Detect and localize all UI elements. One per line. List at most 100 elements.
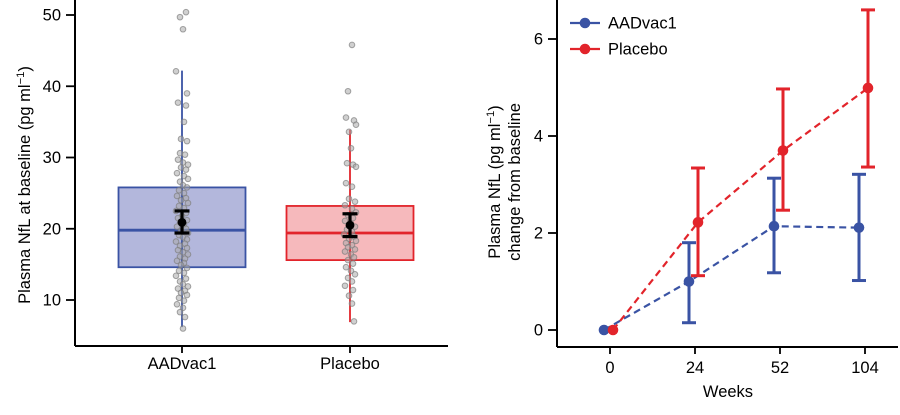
- y-tick-label: 2: [534, 225, 543, 243]
- scatter-point: [342, 263, 350, 271]
- scatter-point: [173, 257, 181, 265]
- scatter-point: [174, 156, 182, 163]
- x-tick-label: 24: [686, 359, 704, 377]
- scatter-point: [180, 297, 188, 305]
- scatter-point: [176, 13, 184, 21]
- scatter-point: [175, 294, 183, 302]
- scatter-point: [349, 260, 357, 267]
- x-tick-label: 52: [771, 359, 789, 377]
- legend-marker-aadvac1: [579, 17, 591, 29]
- scatter-point: [352, 121, 360, 129]
- scatter-point: [174, 99, 182, 106]
- scatter-point: [183, 90, 191, 97]
- scatter-point: [172, 272, 180, 280]
- scatter-point: [176, 308, 184, 316]
- scatter-point: [182, 102, 190, 109]
- data-point-placebo: [692, 217, 704, 228]
- scatter-point: [184, 175, 192, 183]
- scatter-point: [341, 201, 349, 209]
- scatter-point: [342, 114, 350, 121]
- series-line-aadvac1: [603, 225, 860, 331]
- scatter-point: [180, 269, 188, 277]
- scatter-point: [179, 325, 187, 332]
- scatter-point: [173, 192, 181, 200]
- y-tick-label: 40: [43, 78, 61, 96]
- data-point-placebo: [777, 145, 789, 156]
- data-point-aadvac1: [853, 222, 865, 233]
- scatter-point: [345, 128, 353, 136]
- scatter-point: [177, 196, 185, 204]
- scatter-point: [175, 186, 183, 194]
- scatter-point: [347, 144, 355, 152]
- x-axis-label: Weeks: [703, 383, 753, 401]
- scatter-point: [179, 25, 187, 33]
- data-point-aadvac1: [598, 324, 610, 336]
- scatter-point: [183, 291, 191, 299]
- y-tick-label: 50: [43, 7, 61, 25]
- scatter-point: [183, 184, 191, 191]
- y-axis-label: Plasma NfL at baseline (pg ml−1): [15, 66, 34, 304]
- scatter-point: [344, 87, 352, 95]
- x-category-label: AADvac1: [148, 355, 217, 373]
- scatter-point: [177, 135, 185, 143]
- scatter-point: [345, 195, 353, 203]
- scatter-point: [348, 41, 356, 49]
- legend-label-placebo: Placebo: [608, 41, 668, 59]
- data-point-placebo: [862, 82, 874, 94]
- scatter-point: [351, 198, 359, 205]
- scatter-point: [173, 223, 181, 230]
- scatter-point: [348, 300, 356, 307]
- legend-marker-placebo: [579, 43, 591, 55]
- scatter-point: [351, 271, 359, 278]
- scatter-point: [344, 256, 352, 264]
- scatter-point: [341, 217, 349, 225]
- y-tick-label: 20: [43, 220, 61, 238]
- scatter-point: [350, 318, 358, 325]
- scatter-point: [183, 244, 191, 252]
- scatter-point: [182, 8, 190, 16]
- scatter-point: [182, 166, 190, 173]
- scatter-point: [173, 300, 181, 308]
- x-tick-label: 104: [851, 359, 879, 377]
- series-line-placebo: [612, 87, 869, 331]
- change-from-baseline-lineplot-panel: 0 2 4 6 Plasma NfL (pg ml−1) change from base…: [450, 0, 900, 415]
- scatter-point: [182, 275, 190, 282]
- scatter-point: [349, 286, 357, 294]
- y-axis-label-line2: change from baseline: [506, 103, 524, 261]
- mean-marker-placebo: [345, 220, 355, 230]
- y-axis-label-line1: Plasma NfL (pg ml−1): [485, 105, 504, 258]
- y-tick-label: 10: [43, 292, 61, 310]
- mean-marker-aadvac1: [177, 217, 187, 227]
- scatter-point: [172, 238, 180, 245]
- scatter-point: [342, 179, 350, 187]
- x-tick-label: 0: [605, 359, 614, 377]
- scatter-point: [173, 169, 181, 177]
- data-point-aadvac1: [683, 276, 695, 287]
- scatter-point: [177, 261, 185, 269]
- scatter-point: [183, 137, 191, 145]
- scatter-point: [352, 163, 360, 171]
- scatter-point: [350, 253, 358, 261]
- y-tick-label: 4: [534, 128, 543, 146]
- scatter-point: [348, 183, 356, 191]
- legend-label-aadvac1: AADvac1: [608, 15, 677, 33]
- scatter-point: [348, 278, 356, 285]
- scatter-point: [184, 199, 192, 207]
- baseline-boxplot-panel: 10 20 30 40 50 Plasma NfL at baseline (pg ml−…: [15, 0, 448, 373]
- boxplot-svg: 10 20 30 40 50 Plasma NfL at baseline (pg ml−…: [15, 0, 448, 373]
- scatter-point: [181, 151, 189, 158]
- y-tick-label: 0: [534, 322, 543, 340]
- scatter-point: [183, 264, 191, 272]
- y-tick-label: 30: [43, 149, 61, 167]
- scatter-point: [345, 292, 353, 300]
- scatter-point: [347, 267, 355, 275]
- scatter-point: [351, 246, 359, 253]
- scatter-point: [181, 313, 189, 321]
- data-point-aadvac1: [768, 220, 780, 232]
- scatter-point: [341, 248, 349, 255]
- scatter-point: [172, 67, 180, 75]
- scatter-point: [343, 159, 351, 167]
- data-point-placebo: [607, 324, 619, 336]
